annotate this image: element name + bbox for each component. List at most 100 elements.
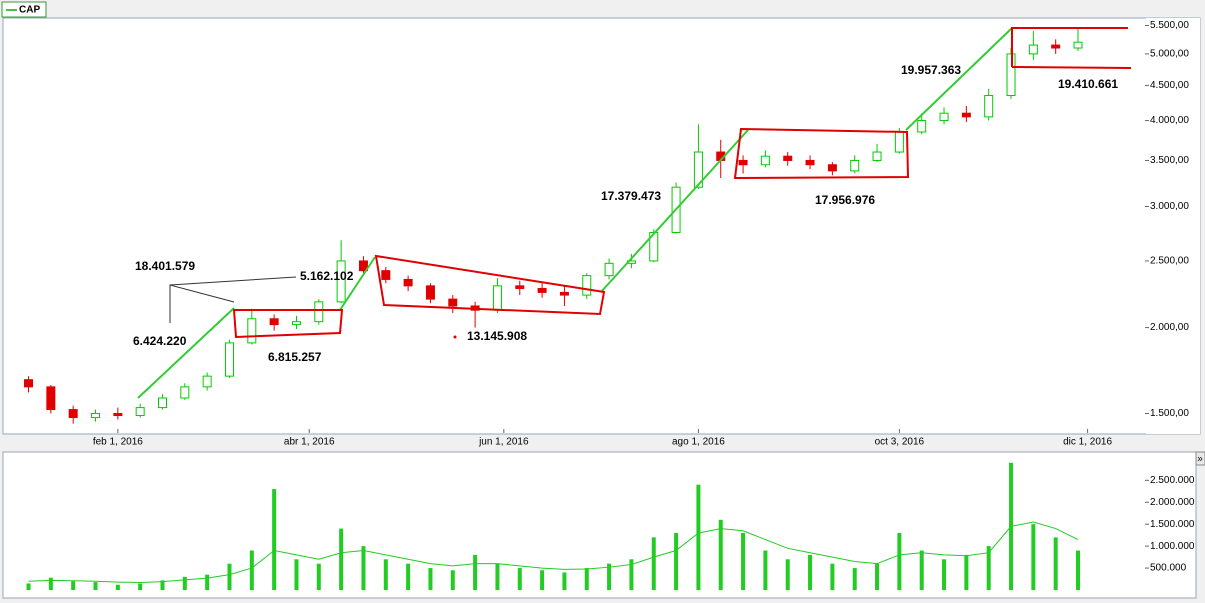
candle-body — [939, 112, 949, 122]
candle-body — [269, 318, 279, 326]
volume-bar — [562, 572, 567, 590]
trend-line — [137, 307, 235, 399]
volume-bar — [897, 532, 902, 590]
volume-bar — [584, 568, 589, 590]
x-tick-label: abr 1, 2016 — [284, 437, 335, 448]
candle-body — [291, 321, 301, 326]
volume-bar — [629, 559, 634, 590]
candle-body — [135, 407, 145, 417]
volume-panel — [2, 451, 1197, 599]
labels: 1.500,00 2.000,00 2.500,00 3.000,00 3.500,00… — [93, 20, 1195, 574]
candle-body — [984, 95, 994, 118]
volume-average — [28, 521, 1079, 584]
y-tick-label: 4.500,00 — [1150, 80, 1189, 91]
annotation: 6.424.220 — [133, 334, 187, 348]
annotation: 17.956.976 — [815, 193, 875, 207]
price-axis-area — [1146, 18, 1200, 434]
range-box — [1011, 27, 1128, 67]
candle-body — [894, 131, 904, 153]
volume-bar — [1031, 524, 1036, 590]
candle-body — [1028, 44, 1038, 55]
y-tick-label: 2.500,00 — [1150, 256, 1189, 267]
candle-body — [202, 375, 212, 388]
annotation: 19.957.363 — [901, 63, 961, 77]
grid — [117, 24, 1149, 569]
volume-bar — [48, 577, 53, 590]
candle-body — [537, 287, 547, 293]
volume-bar — [607, 563, 612, 590]
annotation: 19.410.661 — [1058, 77, 1118, 91]
volume-bar — [138, 583, 143, 590]
candle-body — [247, 318, 257, 344]
volume-y-tick-label: 2.500.000 — [1150, 475, 1195, 486]
volume-bar — [406, 563, 411, 590]
candle-body — [157, 397, 167, 409]
candle-body — [783, 155, 793, 161]
candle-body — [68, 409, 78, 419]
volume-bar — [540, 570, 545, 590]
candle-body — [492, 285, 502, 311]
expand-icon[interactable]: » — [1197, 454, 1203, 465]
x-tick-label: jun 1, 2016 — [478, 437, 529, 448]
y-tick-label: 2.000,00 — [1150, 322, 1189, 333]
x-tick-label: feb 1, 2016 — [93, 437, 143, 448]
annotation: 5.162.102 — [300, 269, 354, 283]
range-box — [374, 254, 606, 316]
y-tick-label: 3.500,00 — [1150, 155, 1189, 166]
candle-body — [559, 291, 569, 296]
candle-body — [872, 151, 882, 161]
range-box — [733, 127, 910, 180]
volume-bar — [272, 489, 277, 590]
annotation: 6.815.257 — [268, 350, 322, 364]
candle-body — [46, 386, 56, 411]
candle-body — [314, 301, 324, 323]
volume-bar — [696, 484, 701, 590]
range-box — [1011, 66, 1132, 69]
volume-bar — [718, 519, 723, 590]
volume-bar — [160, 580, 165, 590]
volume-bar — [473, 554, 478, 590]
volume-bar — [361, 546, 366, 590]
annotation: 18.401.579 — [135, 259, 195, 273]
volume-bar — [741, 532, 746, 590]
marker-dot — [453, 335, 457, 339]
volume-bar — [339, 528, 344, 590]
volume-bar — [450, 570, 455, 590]
volume-bar — [71, 581, 76, 590]
candle-body — [1073, 41, 1083, 49]
volume-bar — [852, 568, 857, 590]
candle-body — [515, 285, 525, 289]
volume-bar — [651, 537, 656, 590]
volume-bar — [830, 563, 835, 590]
candle-body — [358, 260, 368, 272]
candle-body — [425, 285, 435, 300]
legend — [1, 1, 47, 18]
volume-bar — [785, 559, 790, 590]
candle-body — [336, 260, 346, 303]
volume-bar — [986, 546, 991, 590]
volume-y-tick-label: 1.500.000 — [1150, 519, 1195, 530]
candle-body — [1051, 44, 1061, 49]
volume-bar — [964, 554, 969, 590]
candle-body — [738, 159, 748, 166]
candle-body — [91, 413, 101, 419]
trend-line — [905, 27, 1013, 131]
volume-bar — [674, 532, 679, 590]
expand-button[interactable] — [1195, 451, 1205, 466]
y-tick-label: 5.000,00 — [1150, 49, 1189, 60]
volume-bar — [26, 583, 31, 590]
candle-body — [961, 112, 971, 118]
volume-bar — [808, 554, 813, 590]
volume-bar — [383, 559, 388, 590]
marks — [24, 28, 1083, 590]
volume-bar — [182, 576, 187, 590]
candle-body — [693, 151, 703, 188]
volume-bar — [294, 559, 299, 590]
x-tick-label: dic 1, 2016 — [1063, 437, 1112, 448]
y-tick-label: 5.500,00 — [1150, 20, 1189, 31]
candle-body — [850, 159, 860, 172]
candle-body — [805, 159, 815, 166]
candle-body — [113, 413, 123, 417]
range-box — [232, 309, 344, 339]
